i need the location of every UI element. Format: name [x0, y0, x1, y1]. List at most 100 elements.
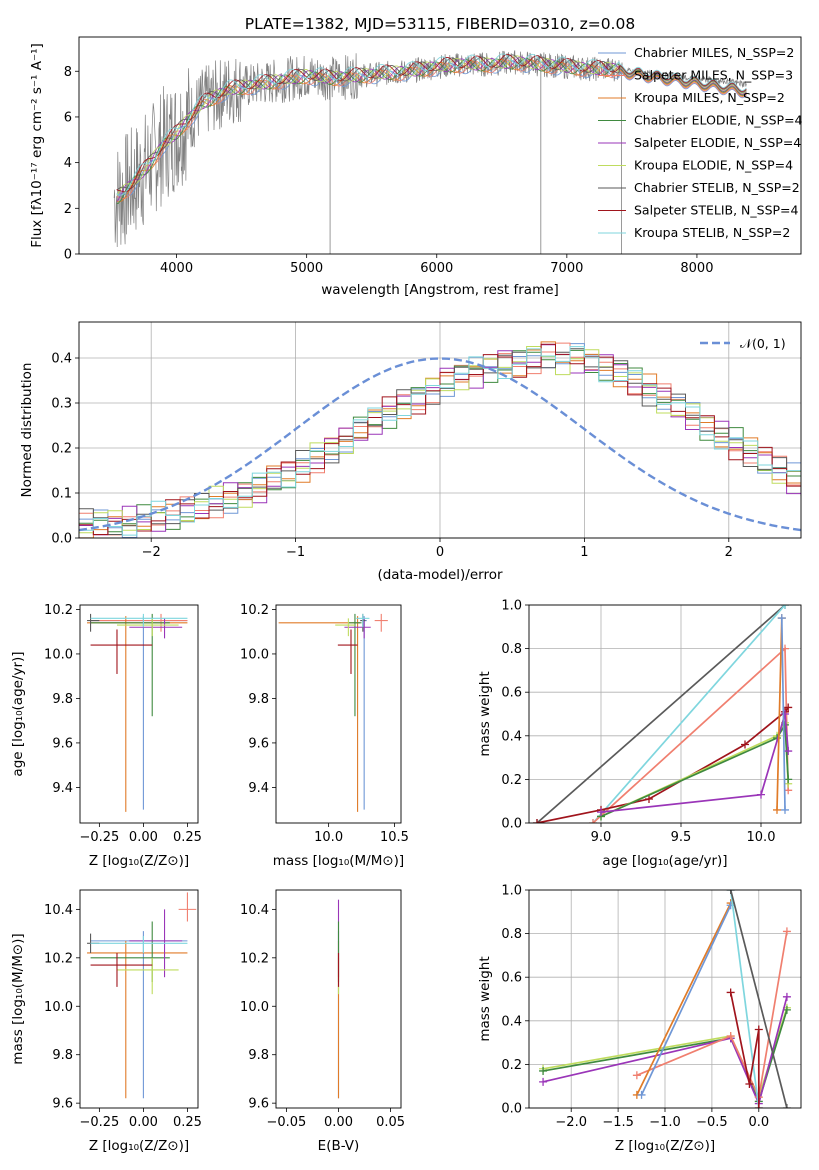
weight-point-marker [773, 805, 781, 814]
x-tick-label: 4000 [160, 261, 193, 276]
errorbar-point [337, 629, 358, 674]
legend-entry: Kroupa STELIB, N_SSP=2 [634, 225, 790, 240]
legend-entry: Kroupa MILES, N_SSP=2 [634, 90, 785, 105]
x-tick-label: −0.25 [79, 830, 119, 845]
weight-series-line [600, 722, 790, 818]
y-tick-label: 0.0 [51, 532, 72, 547]
y-tick-label: 0 [64, 248, 72, 263]
legend-entry: Chabrier ELODIE, N_SSP=4 [634, 113, 803, 128]
x-tick-label: −1.0 [649, 1115, 681, 1130]
y-tick-label: 4 [64, 156, 72, 171]
y-tick-label: 9.4 [52, 781, 73, 796]
x-tick-label: 10.0 [747, 830, 776, 845]
y-tick-label: 0.4 [501, 729, 522, 744]
figure-title: PLATE=1382, MJD=53115, FIBERID=0310, z=0… [245, 15, 635, 33]
weight-point-marker [539, 1066, 548, 1075]
errorbar-point [335, 618, 355, 637]
errorbar-point [90, 613, 170, 717]
weight-point-marker [784, 747, 793, 756]
x-axis-label: wavelength [Angstrom, rest frame] [321, 282, 559, 298]
model-spectrum-line [116, 53, 747, 196]
y-tick-label: 0.0 [501, 1102, 522, 1117]
mass-vs-z-marks [87, 892, 197, 1099]
y-tick-label: 10.2 [240, 603, 269, 618]
y-tick-label: 0.8 [501, 642, 522, 657]
weight-point-marker [589, 819, 597, 823]
age-vs-mass-panel: 10.0 10.5 9.4 9.6 9.8 10.0 10.2 mass [log₁₀(M/M… [240, 603, 409, 869]
x-axis-label: Z [log₁₀(Z/Z⊙)] [89, 1138, 189, 1154]
x-tick-label: 8000 [680, 261, 713, 276]
x-tick-label: 9.5 [671, 830, 692, 845]
y-axis-label: Flux [fλ10⁻¹⁷ erg cm⁻² s⁻¹ A⁻¹] [29, 43, 45, 248]
weight-point-marker [533, 819, 541, 823]
age-vs-mass-frame [275, 604, 402, 824]
histogram-steps [79, 344, 801, 536]
weight-series-line [636, 931, 788, 1100]
weight-point-marker [745, 1080, 754, 1089]
y-tick-label: 1.0 [501, 599, 522, 614]
residuals-axes: −2 −1 0 1 2 0.0 0.1 0.2 0.3 0.4 (data-model)/error… [19, 321, 802, 583]
weight-point-marker [726, 988, 735, 997]
errorbar-point [374, 613, 388, 632]
weight-vs-age-panel: 9.0 9.5 10.0 0.0 0.2 0.4 0.6 0.8 1.0 age [log₁₀(a… [477, 599, 802, 869]
weight-series-line [729, 890, 760, 1108]
mass-vs-z-panel: −0.25 0.00 0.25 9.6 9.8 10.0 10.2 10.4 Z [log₁₀(… [10, 889, 202, 1154]
x-tick-label: −0.05 [266, 1115, 306, 1130]
residuals-panel: −2 −1 0 1 2 0.0 0.1 0.2 0.3 0.4 (data-model)/error… [19, 321, 802, 583]
age-vs-z-marks [87, 613, 188, 812]
x-tick-label: −0.25 [79, 1115, 119, 1130]
weight-series-line [776, 618, 783, 810]
errorbar-point [90, 952, 153, 987]
x-axis-label: age [log₁₀(age/yr)] [602, 853, 727, 869]
x-tick-label: −2.0 [555, 1115, 587, 1130]
x-tick-label: 9.0 [591, 830, 612, 845]
histogram-steps [79, 343, 801, 535]
x-tick-label: 5000 [290, 261, 323, 276]
weight-point-marker [632, 1071, 641, 1080]
mass-vs-ebv-axes: −0.05 0.00 0.05 9.6 9.8 10.0 10.2 10.4 E(B-V) [240, 889, 405, 1154]
y-tick-label: 1.0 [501, 884, 522, 899]
y-tick-label: 6 [64, 110, 72, 125]
mass-vs-z-frame [79, 889, 199, 1109]
y-tick-label: 9.8 [52, 1048, 73, 1063]
y-tick-label: 10.0 [44, 647, 73, 662]
y-tick-label: 0.1 [51, 487, 72, 502]
x-axis-label: Z [log₁₀(Z/Z⊙)] [89, 853, 189, 869]
y-tick-label: 10.0 [240, 647, 269, 662]
y-axis-label: Normed distribution [19, 363, 35, 498]
weight-point-marker [539, 1077, 548, 1086]
y-tick-label: 10.4 [240, 903, 269, 918]
y-tick-label: 0.0 [501, 817, 522, 832]
errorbar-point [278, 616, 361, 812]
y-tick-label: 0.4 [501, 1014, 522, 1029]
weight-point-marker [781, 605, 789, 609]
y-tick-label: 9.6 [52, 736, 73, 751]
x-tick-label: 1 [580, 545, 588, 560]
spectrum-axes: 4000 5000 6000 7000 8000 0 2 4 6 8 wavelength [Ang… [29, 36, 803, 298]
y-tick-label: 2 [64, 202, 72, 217]
errorbar-point [90, 613, 188, 628]
y-tick-label: 0.8 [501, 927, 522, 942]
weight-point-marker [784, 775, 793, 784]
x-tick-label: 0.25 [173, 830, 202, 845]
histogram-steps [79, 349, 801, 533]
x-tick-label: 0.00 [324, 1115, 353, 1130]
spectrum-marks [113, 50, 747, 254]
weight-point-marker [782, 927, 791, 936]
legend-entry: Salpeter MILES, N_SSP=3 [634, 68, 793, 83]
weight-point-marker [754, 1104, 763, 1108]
age-vs-mass-axes: 10.0 10.5 9.4 9.6 9.8 10.0 10.2 mass [log₁₀(M/M… [240, 603, 409, 869]
y-tick-label: 0.2 [501, 1058, 522, 1073]
errorbar-point [116, 957, 179, 995]
weight-point-marker [741, 740, 749, 749]
errorbar-point [348, 613, 362, 717]
x-tick-label: 10.5 [380, 830, 409, 845]
weight-series-line [536, 605, 786, 823]
x-tick-label: 0.25 [173, 1115, 202, 1130]
age-vs-z-frame [79, 604, 199, 824]
weight-vs-z-panel: −2.0 −1.5 −1.0 −0.5 0.0 0.0 0.2 0.4 0.6 0.8 1.0 Z [… [477, 884, 802, 1154]
x-tick-label: 10.0 [314, 830, 343, 845]
y-tick-label: 0.6 [501, 971, 522, 986]
histogram-steps [79, 346, 801, 536]
errorbar-point [361, 616, 367, 810]
